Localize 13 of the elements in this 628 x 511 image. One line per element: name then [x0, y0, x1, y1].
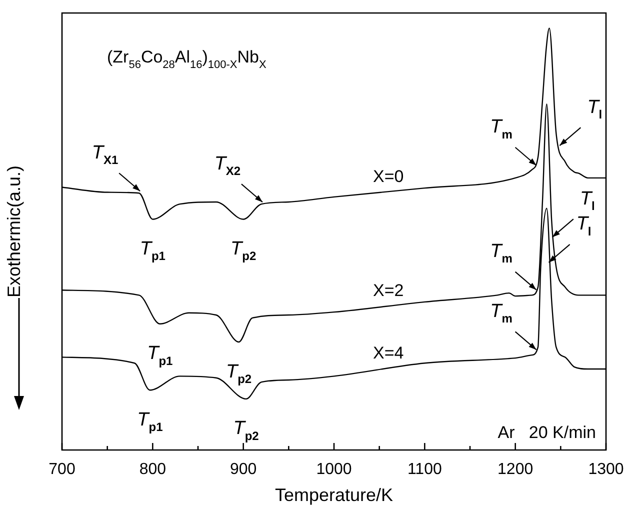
x-tick-label: 1300: [588, 461, 624, 478]
series-label: X=4: [373, 344, 404, 363]
series-label: X=0: [373, 166, 404, 186]
x-axis-title: Temperature/K: [274, 485, 394, 506]
y-axis-title: Exothermic(a.u.): [4, 165, 24, 298]
x-tick-label: 900: [230, 461, 257, 478]
annotation: Ar 20 K/min: [498, 423, 596, 442]
x-tick-label: 1100: [407, 461, 442, 478]
x-tick-label: 1000: [316, 461, 352, 478]
x-tick-label: 1200: [498, 461, 534, 478]
x-tick-label: 800: [139, 461, 166, 478]
series-label: X=2: [373, 281, 404, 300]
x-tick-label: 700: [48, 461, 76, 478]
